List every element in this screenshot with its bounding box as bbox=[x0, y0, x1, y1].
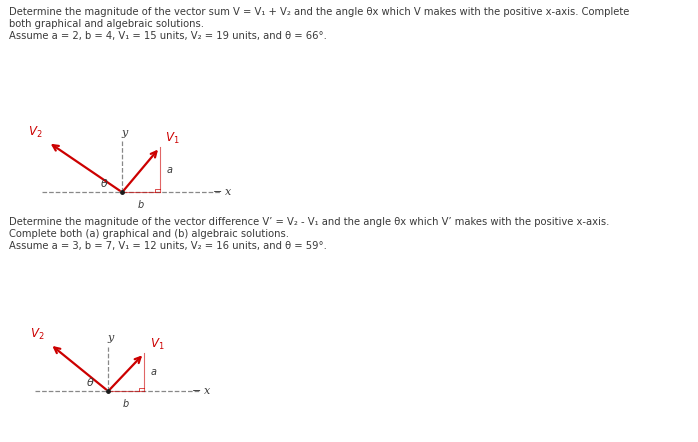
Text: Assume a = 3, b = 7, V₁ = 12 units, V₂ = 16 units, and θ = 59°.: Assume a = 3, b = 7, V₁ = 12 units, V₂ =… bbox=[9, 241, 327, 251]
Text: x: x bbox=[204, 386, 210, 396]
Text: $\theta$: $\theta$ bbox=[101, 177, 109, 189]
Text: x: x bbox=[225, 187, 231, 197]
Text: b: b bbox=[138, 200, 144, 210]
Text: y: y bbox=[122, 128, 128, 138]
Text: b: b bbox=[123, 399, 129, 409]
Text: both graphical and algebraic solutions.: both graphical and algebraic solutions. bbox=[9, 19, 204, 29]
Text: Assume a = 2, b = 4, V₁ = 15 units, V₂ = 19 units, and θ = 66°.: Assume a = 2, b = 4, V₁ = 15 units, V₂ =… bbox=[9, 31, 327, 42]
Text: y: y bbox=[108, 333, 114, 343]
Text: $V_1$: $V_1$ bbox=[165, 130, 180, 145]
Text: a: a bbox=[151, 367, 156, 377]
Text: $V_2$: $V_2$ bbox=[29, 125, 43, 140]
Text: −: − bbox=[192, 386, 201, 396]
Text: $V_1$: $V_1$ bbox=[150, 336, 164, 351]
Text: a: a bbox=[166, 165, 172, 175]
Text: Complete both (a) graphical and (b) algebraic solutions.: Complete both (a) graphical and (b) alge… bbox=[9, 229, 289, 239]
Text: Determine the magnitude of the vector sum V = V₁ + V₂ and the angle θx which V m: Determine the magnitude of the vector su… bbox=[9, 7, 630, 17]
Text: −: − bbox=[213, 187, 222, 197]
Text: $V_2$: $V_2$ bbox=[30, 327, 45, 342]
Text: Determine the magnitude of the vector difference V’ = V₂ - V₁ and the angle θx w: Determine the magnitude of the vector di… bbox=[9, 217, 609, 227]
Text: $\theta$: $\theta$ bbox=[87, 376, 95, 388]
